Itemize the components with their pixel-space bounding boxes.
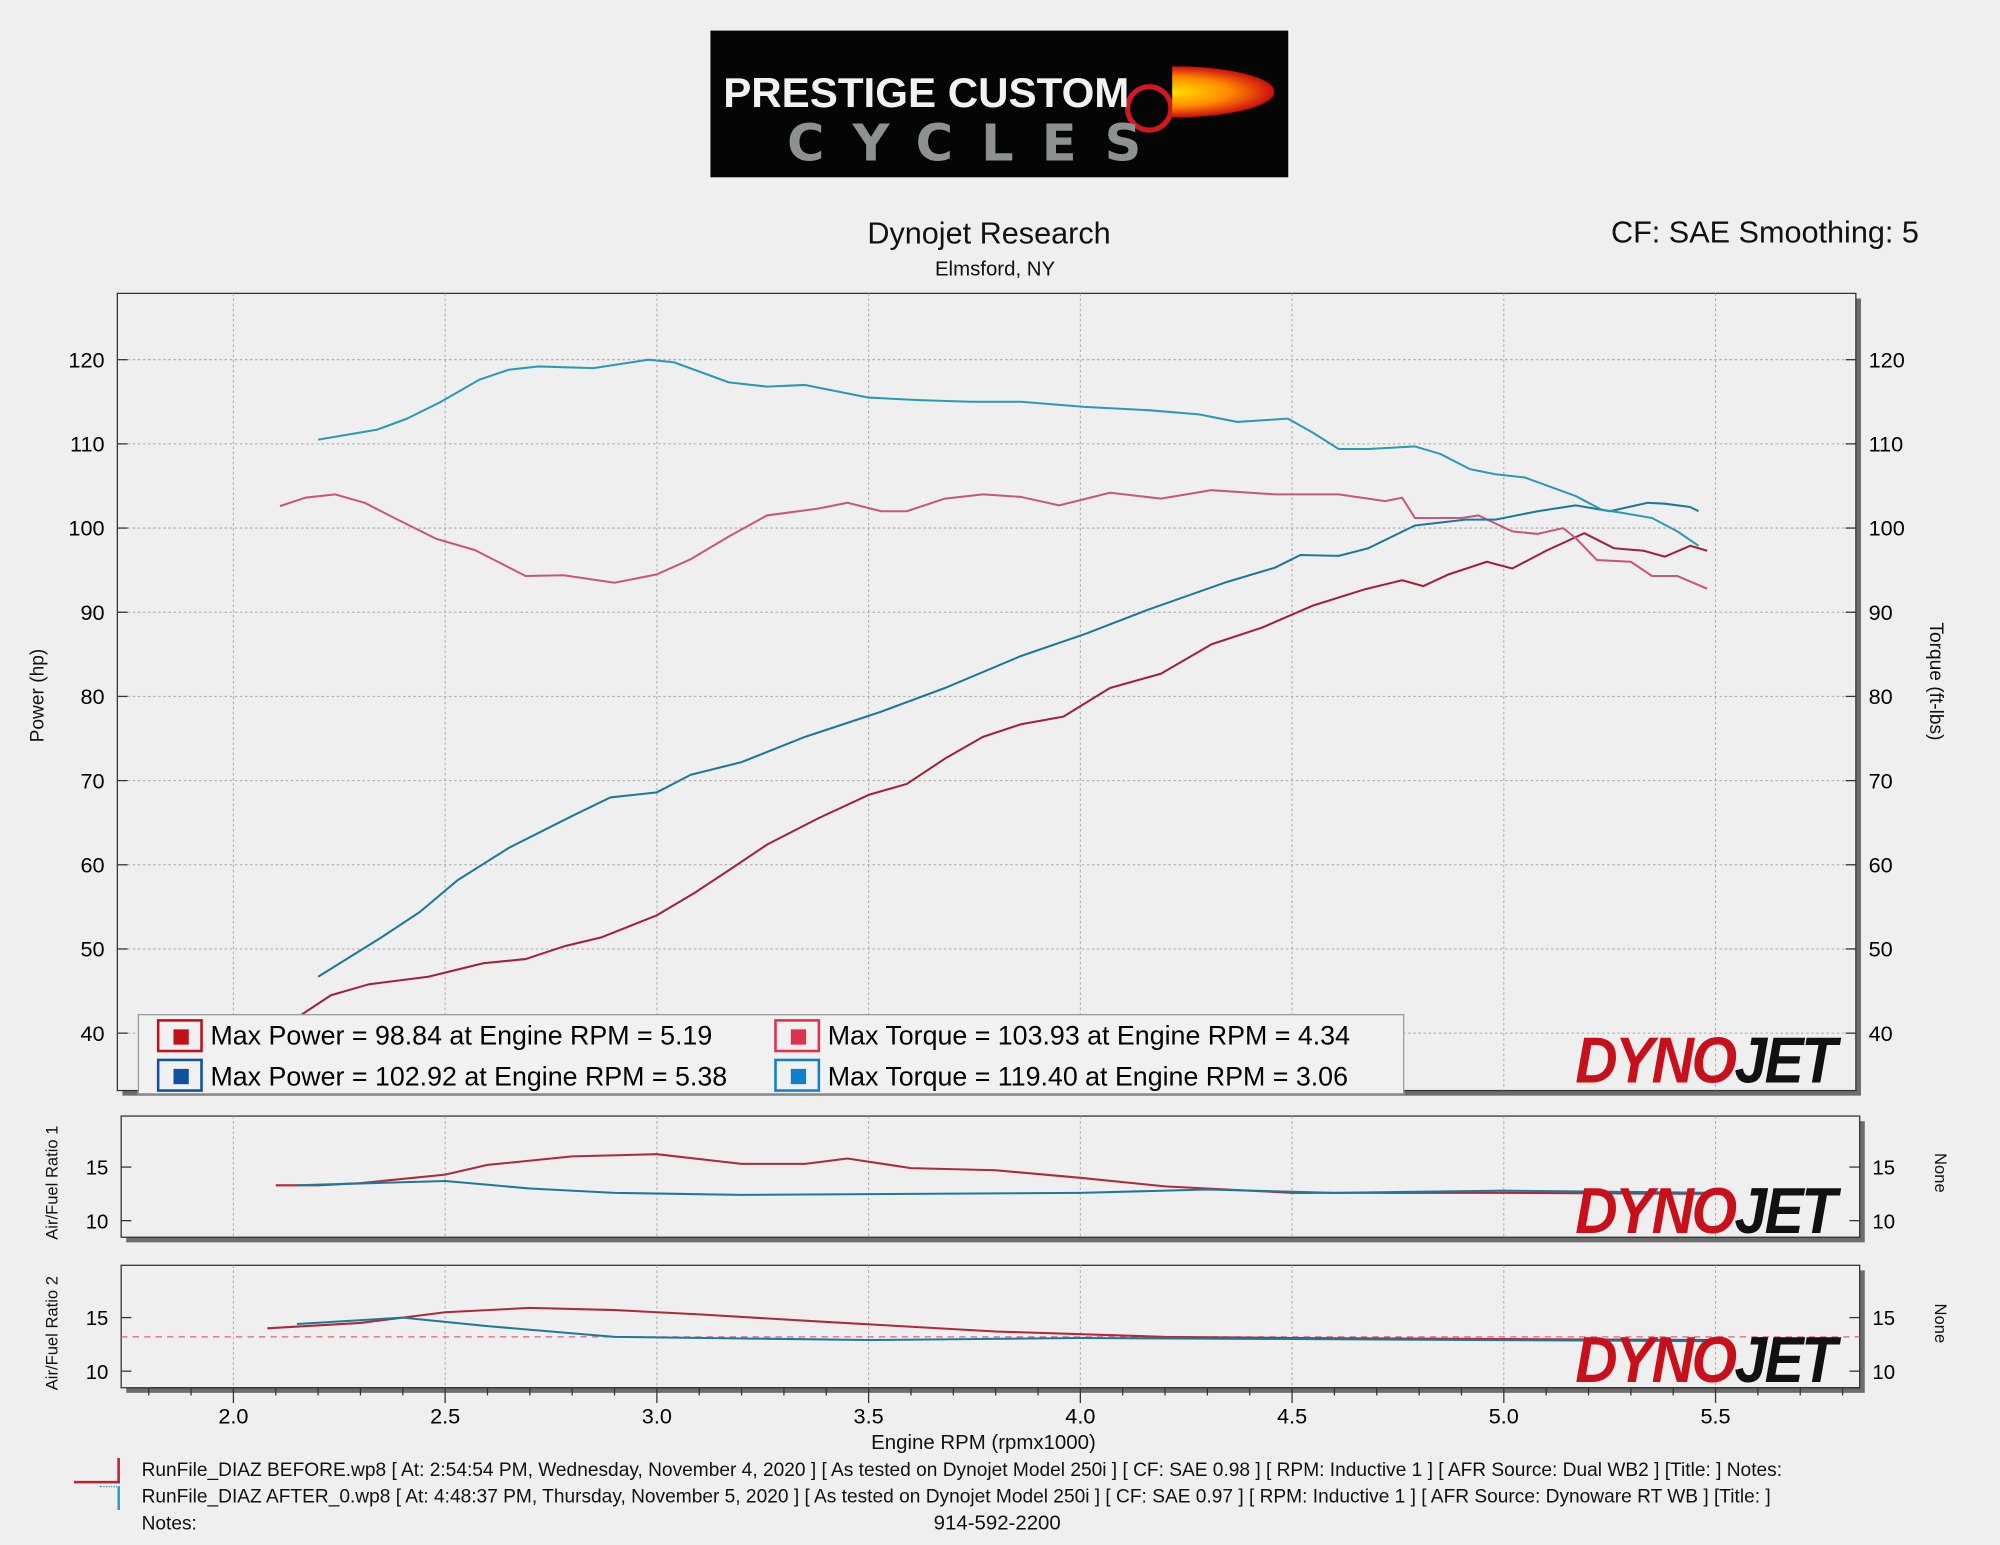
y2-tick-label: 15 bbox=[1872, 1308, 1895, 1330]
y2-tick-label: 50 bbox=[1869, 937, 1893, 962]
run2-info: RunFile_DIAZ AFTER_0.wp8 [ At: 4:48:37 P… bbox=[141, 1485, 1771, 1508]
y2-tick-label: 10 bbox=[1872, 1211, 1895, 1233]
y-tick-label: 70 bbox=[80, 768, 104, 793]
y-tick-label: 110 bbox=[70, 432, 105, 457]
dynojet-logo: DYNOJET bbox=[1575, 1323, 1837, 1397]
dynojet-logo: DYNOJET bbox=[1575, 1023, 1837, 1097]
chart-location: Elmsford, NY bbox=[934, 258, 1056, 281]
series-line-before-power bbox=[275, 532, 1708, 1039]
y2-tick-label: 60 bbox=[1869, 852, 1893, 877]
y-tick-label: 15 bbox=[86, 1308, 109, 1330]
logo-line2: CYCLES bbox=[786, 114, 1170, 174]
series-line-after-afr1 bbox=[296, 1179, 1716, 1196]
afr1-right-label: None bbox=[1931, 1153, 1951, 1193]
y-tick-label: 50 bbox=[80, 937, 104, 962]
y2-tick-label: 110 bbox=[1869, 432, 1904, 457]
legend-swatch bbox=[156, 1019, 203, 1053]
run1-info: RunFile_DIAZ BEFORE.wp8 [ At: 2:54:54 PM… bbox=[141, 1459, 1783, 1481]
x-tick-label: 5.5 bbox=[1700, 1403, 1730, 1428]
x-tick-label: 4.5 bbox=[1277, 1403, 1307, 1428]
prestige-custom-cycles-logo: PRESTIGE CUSTOM CYCLES bbox=[710, 30, 1289, 178]
plot-frame bbox=[120, 1115, 1861, 1238]
y2-tick-label: 70 bbox=[1869, 768, 1893, 793]
x-tick-label: 2.0 bbox=[218, 1403, 248, 1428]
x-tick-label: 3.5 bbox=[854, 1403, 884, 1428]
afr2-axis-label: Air/Fuel Ratio 2 bbox=[42, 1276, 62, 1391]
series-line-before-afr2 bbox=[267, 1306, 1716, 1342]
y-tick-label: 15 bbox=[86, 1158, 109, 1180]
y-tick-label: 60 bbox=[80, 852, 104, 877]
x-axis-label: Engine RPM (rpmx1000) bbox=[871, 1432, 1096, 1455]
legend-entry: Max Power = 102.92 at Engine RPM = 5.38 bbox=[210, 1062, 728, 1092]
y-tick-label: 40 bbox=[80, 1021, 104, 1046]
legend-swatch bbox=[774, 1019, 821, 1053]
y-tick-label: 10 bbox=[86, 1211, 109, 1233]
series-line-after-torque bbox=[317, 358, 1700, 547]
afr2-right-label: None bbox=[1931, 1303, 1951, 1344]
legend-entry: Max Torque = 103.93 at Engine RPM = 4.34 bbox=[827, 1021, 1350, 1052]
x-tick-label: 5.0 bbox=[1489, 1403, 1519, 1428]
y2-tick-label: 10 bbox=[1872, 1362, 1895, 1384]
y2-tick-label: 100 bbox=[1869, 516, 1905, 541]
legend: Max Power = 98.84 at Engine RPM = 5.19 M… bbox=[137, 1014, 1405, 1095]
logo-line1: PRESTIGE CUSTOM bbox=[723, 68, 1130, 117]
run1-marker-icon bbox=[73, 1457, 120, 1484]
plot-frame bbox=[116, 292, 1857, 1092]
afr1-axis-label: Air/Fuel Ratio 1 bbox=[42, 1125, 62, 1240]
legend-swatch bbox=[774, 1058, 821, 1092]
y2-tick-label: 15 bbox=[1872, 1158, 1895, 1180]
y2-tick-label: 40 bbox=[1869, 1021, 1893, 1046]
series-line-after-power bbox=[317, 501, 1700, 978]
run2-notes: Notes: bbox=[141, 1512, 197, 1535]
correction-factor: CF: SAE Smoothing: 5 bbox=[1610, 215, 1919, 250]
dynojet-logo: DYNOJET bbox=[1575, 1173, 1837, 1247]
flame-icon bbox=[1172, 66, 1275, 118]
y2-axis-label: Torque (ft-lbs) bbox=[1924, 622, 1947, 741]
y-tick-label: 10 bbox=[86, 1362, 109, 1384]
y-axis-label: Power (hp) bbox=[26, 648, 49, 743]
wheel-icon bbox=[1124, 84, 1174, 133]
y-tick-label: 120 bbox=[68, 347, 104, 372]
y2-tick-label: 80 bbox=[1869, 684, 1893, 709]
plot-frame bbox=[120, 1264, 1861, 1389]
series-line-after-afr2 bbox=[296, 1316, 1716, 1343]
y2-tick-label: 120 bbox=[1869, 347, 1905, 372]
y-tick-label: 90 bbox=[80, 600, 104, 625]
run2-marker-icon bbox=[99, 1485, 120, 1511]
y-tick-label: 80 bbox=[80, 684, 104, 709]
x-tick-label: 3.0 bbox=[642, 1403, 672, 1428]
chart-title: Dynojet Research bbox=[867, 216, 1111, 252]
x-tick-label: 4.0 bbox=[1065, 1403, 1095, 1428]
legend-entry: Max Torque = 119.40 at Engine RPM = 3.06 bbox=[827, 1062, 1348, 1092]
series-line-before-torque bbox=[279, 489, 1708, 590]
phone-number: 914-592-2200 bbox=[933, 1512, 1061, 1535]
legend-swatch bbox=[156, 1058, 203, 1092]
y2-tick-label: 90 bbox=[1869, 600, 1893, 625]
legend-entry: Max Power = 98.84 at Engine RPM = 5.19 bbox=[210, 1021, 713, 1052]
y-tick-label: 100 bbox=[68, 516, 104, 541]
x-tick-label: 2.5 bbox=[430, 1403, 460, 1428]
